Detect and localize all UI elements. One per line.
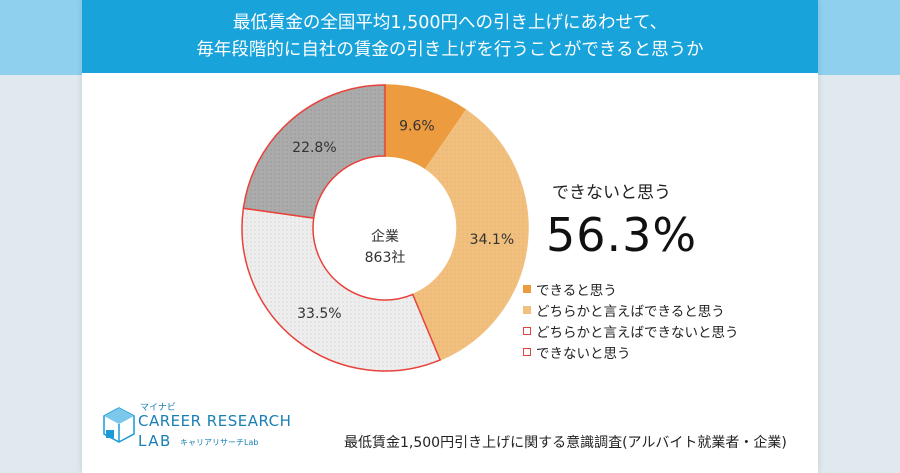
slice-somewhat-can-label: 34.1% [470,232,514,248]
legend-item: できないと思う [523,341,739,362]
center-label-1: 企業 [371,228,399,245]
legend-swatch [523,347,531,356]
headline-label: できないと思う [552,183,671,203]
title-band: 最低賃金の全国平均1,500円への引き上げにあわせて、 毎年段階的に自社の賃金の… [82,0,818,73]
donut-slices [241,84,529,372]
legend: できると思うどちらかと言えばできると思う どちらかと言えばできないと思う できないと… [523,278,739,362]
title-line-2: 毎年段階的に自社の賃金の引き上げを行うことができると思うか [196,39,704,60]
slice-somewhat-cannot [241,207,442,372]
cube-logo-icon [103,407,135,443]
slice-can-label: 9.6% [399,118,435,134]
legend-item: できると思う [523,278,739,299]
legend-label: どちらかと言えばできると思う [536,303,725,320]
slice-cannot [242,84,386,219]
headline-value: 56.3% [546,208,698,262]
source-note: 最低賃金1,500円引き上げに関する意識調査(アルバイト就業者・企業) [344,435,787,451]
center-label-2: 863社 [365,250,406,266]
logo-lab: LAB [138,432,172,450]
legend-swatch [523,326,531,335]
legend-label: できると思う [536,282,617,299]
logo-brand: マイナビ [140,403,176,413]
infographic-card: 最低賃金の全国平均1,500円への引き上げにあわせて、 毎年段階的に自社の賃金の… [82,0,818,473]
legend-item: どちらかと言えばできると思う [523,299,739,320]
legend-label: できないと思う [536,345,631,362]
logo-title: CAREER RESEARCH [138,412,292,430]
career-research-lab-logo: マイナビ CAREER RESEARCH LAB キャリアリサーチLab [102,400,291,460]
logo-subtitle: キャリアリサーチLab [180,438,259,447]
legend-swatch [523,305,531,314]
slice-cannot-label: 22.8% [292,140,336,156]
slice-somewhat-cannot-label: 33.5% [297,306,341,322]
legend-label: どちらかと言えばできないと思う [536,324,739,341]
legend-swatch [523,284,531,293]
legend-item: どちらかと言えばできないと思う [523,320,739,341]
donut-chart: 9.6% 34.1% 33.5% 22.8% 企業 863社 [241,84,529,372]
slice-somewhat-can [411,109,529,361]
title-line-1: 最低賃金の全国平均1,500円への引き上げにあわせて、 [232,12,668,33]
slice-labels: 9.6% 34.1% 33.5% 22.8% [292,118,514,322]
